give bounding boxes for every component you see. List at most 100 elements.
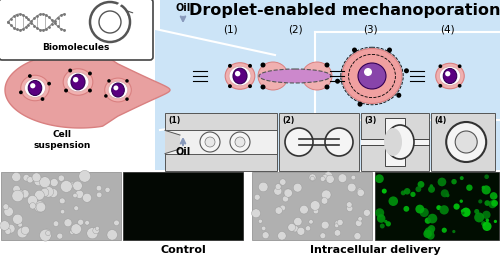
Circle shape: [354, 232, 361, 240]
Circle shape: [462, 208, 470, 217]
Circle shape: [364, 68, 372, 76]
Circle shape: [384, 220, 388, 223]
Circle shape: [380, 224, 384, 229]
Circle shape: [452, 179, 457, 184]
Polygon shape: [5, 52, 170, 128]
Text: Biomolecules: Biomolecules: [42, 43, 110, 53]
Circle shape: [73, 193, 78, 198]
Circle shape: [348, 183, 356, 192]
Circle shape: [357, 188, 362, 193]
Circle shape: [338, 174, 347, 183]
Circle shape: [21, 226, 29, 235]
Circle shape: [248, 64, 252, 68]
Ellipse shape: [386, 125, 414, 159]
Circle shape: [12, 190, 24, 202]
Circle shape: [0, 221, 10, 230]
Circle shape: [40, 177, 50, 188]
Circle shape: [58, 175, 64, 181]
Circle shape: [466, 184, 472, 191]
Circle shape: [275, 207, 282, 214]
Circle shape: [47, 82, 51, 85]
Circle shape: [337, 219, 343, 225]
Circle shape: [460, 200, 463, 203]
Text: (3): (3): [362, 25, 378, 35]
Circle shape: [252, 209, 260, 218]
Circle shape: [73, 77, 78, 82]
Ellipse shape: [28, 80, 42, 95]
Circle shape: [436, 205, 441, 210]
Circle shape: [32, 173, 41, 182]
Bar: [361, 113, 429, 171]
Circle shape: [418, 181, 424, 188]
Circle shape: [230, 132, 250, 152]
Circle shape: [60, 198, 65, 204]
Circle shape: [78, 219, 84, 225]
Circle shape: [46, 231, 51, 236]
Circle shape: [64, 219, 72, 227]
Circle shape: [40, 188, 49, 196]
Text: (2): (2): [282, 116, 294, 125]
Circle shape: [461, 209, 464, 213]
Circle shape: [70, 230, 74, 235]
Circle shape: [30, 203, 36, 209]
Text: (2): (2): [288, 25, 302, 35]
Circle shape: [262, 232, 269, 239]
Circle shape: [294, 218, 302, 226]
Circle shape: [228, 84, 232, 88]
Bar: [375, 172, 499, 240]
Circle shape: [481, 221, 486, 226]
Circle shape: [96, 185, 102, 191]
Circle shape: [428, 186, 435, 193]
Circle shape: [27, 177, 33, 183]
Circle shape: [50, 179, 58, 186]
Circle shape: [442, 228, 447, 233]
Circle shape: [284, 189, 291, 196]
Circle shape: [322, 190, 331, 200]
Circle shape: [297, 227, 305, 235]
Circle shape: [474, 213, 484, 222]
Circle shape: [60, 181, 72, 192]
Circle shape: [258, 219, 262, 223]
Circle shape: [16, 190, 24, 196]
Circle shape: [490, 192, 498, 200]
Circle shape: [482, 185, 491, 195]
Circle shape: [36, 202, 46, 212]
Circle shape: [404, 68, 409, 73]
Ellipse shape: [21, 75, 49, 101]
Circle shape: [294, 183, 302, 192]
Circle shape: [494, 220, 497, 223]
Circle shape: [486, 219, 489, 222]
Circle shape: [280, 179, 286, 185]
Circle shape: [34, 190, 44, 200]
Text: Intracellular delivery: Intracellular delivery: [310, 245, 440, 255]
Text: (1): (1): [222, 25, 238, 35]
Circle shape: [64, 89, 68, 93]
Circle shape: [105, 187, 110, 193]
Circle shape: [205, 137, 215, 147]
Circle shape: [18, 222, 22, 227]
Circle shape: [335, 79, 340, 84]
Circle shape: [107, 230, 118, 240]
Circle shape: [254, 194, 260, 200]
Ellipse shape: [436, 63, 464, 89]
Circle shape: [454, 204, 460, 210]
Circle shape: [71, 224, 82, 234]
Circle shape: [82, 193, 92, 202]
Circle shape: [43, 186, 54, 197]
Circle shape: [87, 228, 98, 239]
Circle shape: [262, 226, 266, 231]
Circle shape: [248, 84, 252, 88]
Circle shape: [446, 193, 450, 197]
Circle shape: [62, 199, 66, 204]
Circle shape: [85, 220, 89, 225]
Circle shape: [478, 199, 482, 204]
Circle shape: [235, 71, 240, 76]
Circle shape: [278, 231, 286, 240]
Ellipse shape: [440, 67, 460, 85]
Circle shape: [324, 84, 330, 89]
Text: Control: Control: [160, 245, 206, 255]
Text: (4): (4): [440, 25, 454, 35]
Circle shape: [235, 137, 245, 147]
Circle shape: [13, 185, 20, 193]
Bar: [315, 32, 500, 120]
